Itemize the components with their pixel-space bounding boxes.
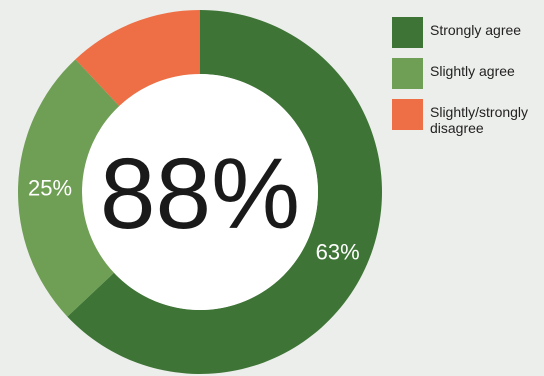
legend-swatch-strongly-agree [392,17,423,48]
legend-label-strongly-agree: Strongly agree [430,22,522,38]
legend-label-disagree: Slightly/strongly disagree [430,104,529,136]
legend-item-slightly-agree: Slightly agree [392,58,544,98]
donut-slice-0 [67,10,383,374]
donut-slice-1 [17,59,120,317]
slice-value-label-0: 63% [316,240,360,265]
legend: Strongly agree Slightly agree Slightly/s… [392,17,544,148]
slice-value-label-1: 25% [28,175,72,200]
legend-item-strongly-agree: Strongly agree [392,17,544,57]
donut-slice-2 [75,10,200,106]
legend-swatch-slightly-agree [392,58,423,89]
legend-swatch-disagree [392,99,423,130]
legend-label-slightly-agree: Slightly agree [430,63,515,79]
legend-item-disagree: Slightly/strongly disagree [392,99,544,147]
center-percentage: 88% [100,138,300,250]
donut-hole [82,74,318,310]
